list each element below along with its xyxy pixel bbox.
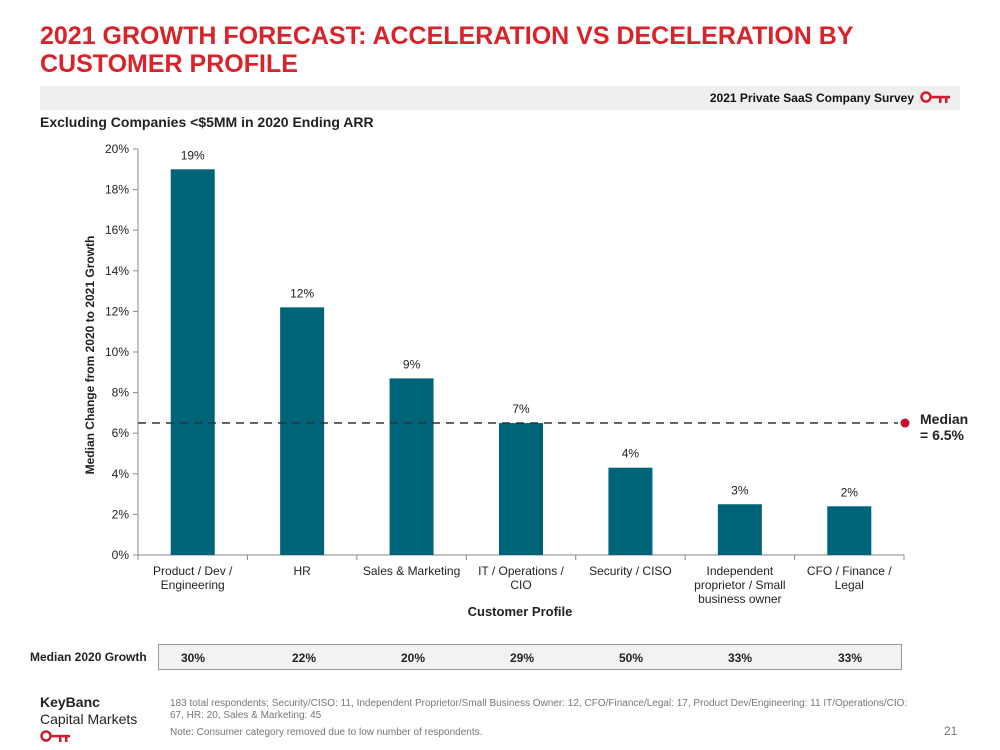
category-label: IT / Operations / — [478, 564, 564, 578]
y-axis-title: Median Change from 2020 to 2021 Growth — [83, 235, 97, 475]
data-label: 4% — [622, 447, 640, 461]
category-label: Engineering — [161, 578, 225, 592]
bar — [170, 169, 215, 556]
bar-chart: 0% 2% 4% 6% 8% 10% 12% 14% 16% 18% 20% 19% Product /… — [105, 142, 910, 606]
category-label: CIO — [510, 578, 531, 592]
data-label: 2% — [841, 485, 859, 499]
y-tick-label: 0% — [112, 548, 130, 562]
page-title: 2021 GROWTH FORECAST: ACCELERATION VS DE… — [40, 22, 854, 78]
survey-banner: 2021 Private SaaS Company Survey — [40, 86, 960, 110]
category-label: Legal — [835, 578, 864, 592]
bar — [608, 467, 653, 555]
category-label: proprietor / Small — [694, 578, 785, 592]
category-label: Security / CISO — [589, 564, 672, 578]
median-2020-value: 50% — [618, 651, 644, 665]
category-label: Independent — [706, 564, 773, 578]
y-tick-label: 8% — [112, 386, 130, 400]
bar — [827, 506, 872, 555]
brand-name: KeyBanc — [40, 694, 100, 710]
median-2020-value: 20% — [400, 651, 426, 665]
bar — [717, 504, 762, 555]
survey-label: 2021 Private SaaS Company Survey — [709, 91, 914, 105]
y-tick-label: 4% — [112, 467, 130, 481]
median-2020-value: 22% — [291, 651, 317, 665]
data-label: 19% — [181, 148, 205, 162]
key-logo-icon — [920, 91, 950, 103]
y-tick-label: 20% — [105, 142, 129, 156]
median-label-line1: Median — [920, 411, 969, 427]
x-axis-title: Customer Profile — [467, 604, 573, 619]
category-label: HR — [293, 564, 311, 578]
median-2020-label: Median 2020 Growth — [30, 650, 147, 664]
y-tick-label: 16% — [105, 223, 129, 237]
data-label: 3% — [731, 483, 749, 497]
y-tick-label: 2% — [112, 507, 130, 521]
respondents-footnote: 183 total respondents; Security/CISO: 11… — [170, 698, 908, 721]
y-tick-label: 14% — [105, 264, 129, 278]
category-label: CFO / Finance / — [807, 564, 892, 578]
category-label: business owner — [698, 592, 781, 606]
y-tick-label: 10% — [105, 345, 129, 359]
data-label: 12% — [290, 286, 314, 300]
median-2020-value: 33% — [837, 651, 863, 665]
median-2020-value: 29% — [509, 651, 535, 665]
bar — [499, 423, 543, 555]
consumer-note: Note: Consumer category removed due to l… — [170, 727, 483, 738]
y-tick-label: 6% — [112, 426, 130, 440]
chart-subtitle: Excluding Companies <$5MM in 2020 Ending… — [40, 114, 374, 130]
page-number: 21 — [944, 724, 958, 738]
median-2020-value: 33% — [727, 651, 753, 665]
key-brand-icon — [40, 730, 70, 742]
median-label-line2: = 6.5% — [920, 427, 964, 443]
brand-subname: Capital Markets — [40, 711, 138, 727]
bar — [389, 378, 434, 555]
median-2020-value: 30% — [180, 651, 206, 665]
data-label: 9% — [403, 357, 421, 371]
data-label: 7% — [512, 402, 530, 416]
bar — [280, 307, 325, 555]
median-label: Median = 6.5% — [920, 411, 968, 443]
category-label: Sales & Marketing — [363, 564, 460, 578]
y-tick-label: 18% — [105, 183, 129, 197]
median-dot — [900, 418, 910, 428]
y-tick-label: 12% — [105, 304, 129, 318]
category-label: Product / Dev / — [153, 564, 233, 578]
median-2020-row: 30% 22% 20% 29% 50% 33% 33% — [158, 644, 902, 670]
